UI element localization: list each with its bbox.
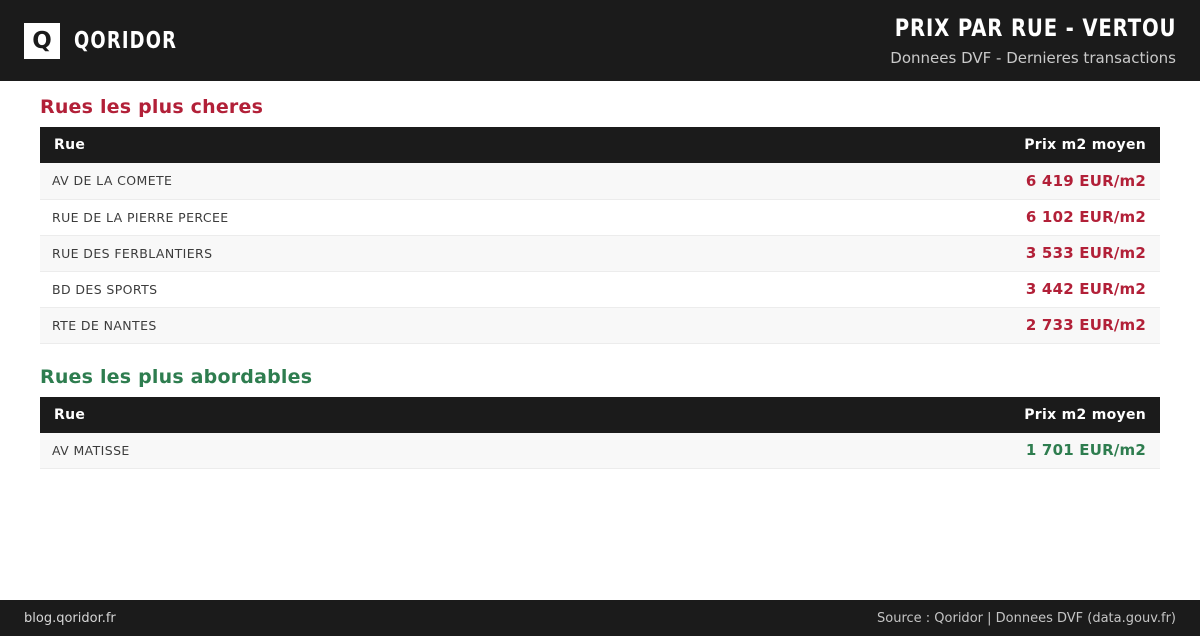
price-per-m2-value: 6 419 EUR/m2 — [681, 163, 1160, 200]
column-header-rue: Rue — [40, 396, 494, 433]
brand-name: QORIDOR — [74, 27, 178, 54]
table-row: RTE DE NANTES 2 733 EUR/m2 — [40, 307, 1160, 344]
column-header-prix-m2-moyen: Prix m2 moyen — [493, 396, 1160, 433]
price-per-m2-value: 3 533 EUR/m2 — [681, 235, 1160, 272]
header-titles: PRIX PAR RUE - VERTOU Donnees DVF - Dern… — [833, 14, 1176, 67]
street-name: RUE DE LA PIERRE PERCEE — [40, 199, 682, 236]
page-subtitle: Donnees DVF - Dernieres transactions — [890, 49, 1176, 67]
qoridor-logo-icon: Q — [24, 22, 60, 59]
table-header-row: Rue Prix m2 moyen — [40, 127, 1160, 163]
footer-site-link[interactable]: blog.qoridor.fr — [24, 610, 116, 626]
price-per-m2-value: 3 442 EUR/m2 — [681, 271, 1160, 308]
price-per-m2-value: 6 102 EUR/m2 — [681, 199, 1160, 236]
street-name: RTE DE NANTES — [40, 307, 682, 344]
table-header-row: Rue Prix m2 moyen — [40, 396, 1160, 433]
page-title: PRIX PAR RUE - VERTOU — [894, 14, 1176, 42]
section-affordable-streets: Rues les plus abordables Rue Prix m2 moy… — [40, 365, 1160, 469]
table-row: AV MATISSE 1 701 EUR/m2 — [40, 432, 1160, 469]
street-name: RUE DES FERBLANTIERS — [40, 235, 682, 272]
street-name: AV MATISSE — [40, 432, 494, 469]
app-footer: blog.qoridor.fr Source : Qoridor | Donne… — [0, 600, 1200, 636]
price-per-m2-value: 1 701 EUR/m2 — [493, 432, 1160, 469]
street-name: AV DE LA COMETE — [40, 163, 682, 200]
expensive-streets-table: Rue Prix m2 moyen AV DE LA COMETE 6 419 E… — [40, 127, 1160, 344]
column-header-prix-m2-moyen: Prix m2 moyen — [681, 127, 1160, 163]
price-per-m2-value: 2 733 EUR/m2 — [681, 307, 1160, 344]
table-row: BD DES SPORTS 3 442 EUR/m2 — [40, 271, 1160, 308]
table-row: RUE DE LA PIERRE PERCEE 6 102 EUR/m2 — [40, 199, 1160, 236]
brand[interactable]: Q QORIDOR — [24, 22, 206, 59]
main-content: Rues les plus cheres Rue Prix m2 moyen A… — [0, 96, 1200, 469]
table-row: RUE DES FERBLANTIERS 3 533 EUR/m2 — [40, 235, 1160, 272]
footer-source-text: Source : Qoridor | Donnees DVF (data.gou… — [877, 610, 1176, 626]
section-heading-affordable: Rues les plus abordables — [40, 365, 313, 388]
app-header: Q QORIDOR PRIX PAR RUE - VERTOU Donnees … — [0, 0, 1200, 81]
table-row: AV DE LA COMETE 6 419 EUR/m2 — [40, 163, 1160, 200]
street-name: BD DES SPORTS — [40, 271, 682, 308]
affordable-streets-table: Rue Prix m2 moyen AV MATISSE 1 701 EUR/m2 — [40, 396, 1160, 469]
column-header-rue: Rue — [40, 127, 682, 163]
logo-letter: Q — [32, 27, 52, 54]
section-heading-expensive: Rues les plus cheres — [40, 96, 264, 118]
section-expensive-streets: Rues les plus cheres Rue Prix m2 moyen A… — [40, 96, 1160, 344]
